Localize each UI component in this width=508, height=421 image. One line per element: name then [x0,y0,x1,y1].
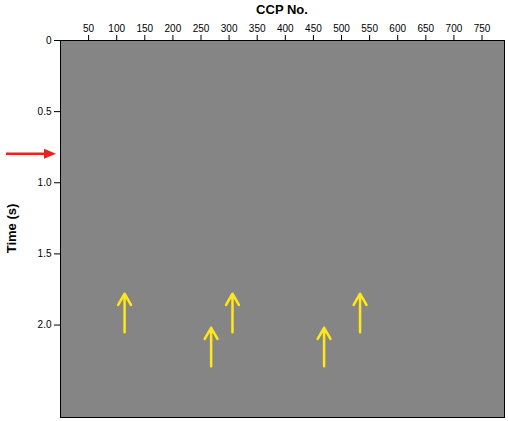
svg-text:400: 400 [277,23,294,34]
svg-text:100: 100 [108,23,125,34]
svg-text:1.0: 1.0 [38,177,52,188]
svg-text:Time (s): Time (s) [4,204,19,254]
svg-text:650: 650 [417,23,434,34]
svg-text:2.0: 2.0 [38,319,52,330]
svg-text:600: 600 [389,23,406,34]
svg-text:0: 0 [46,35,52,46]
svg-text:750: 750 [474,23,491,34]
svg-text:700: 700 [446,23,463,34]
svg-text:50: 50 [83,23,95,34]
svg-text:0.5: 0.5 [38,106,52,117]
svg-text:CCP No.: CCP No. [256,2,308,17]
svg-text:250: 250 [193,23,210,34]
svg-text:350: 350 [249,23,266,34]
svg-text:300: 300 [221,23,238,34]
svg-text:550: 550 [361,23,378,34]
svg-text:1.5: 1.5 [38,248,52,259]
svg-text:450: 450 [305,23,322,34]
svg-text:200: 200 [165,23,182,34]
svg-text:150: 150 [136,23,153,34]
svg-text:500: 500 [333,23,350,34]
